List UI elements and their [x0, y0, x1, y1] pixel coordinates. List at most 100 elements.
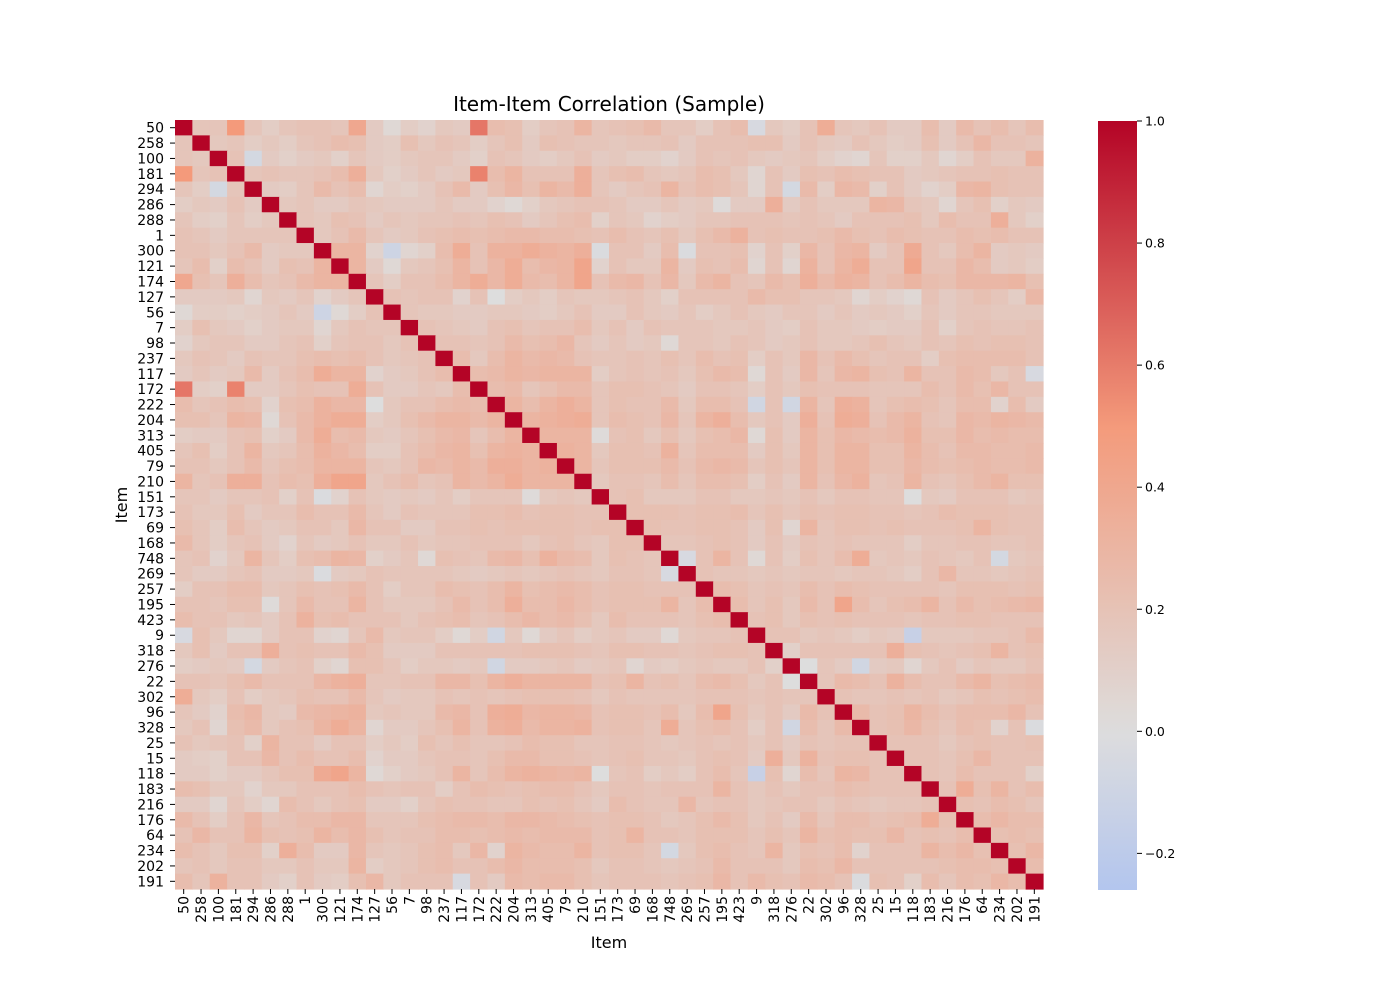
heatmap-cell: [990, 719, 1009, 736]
heatmap-cell: [365, 750, 384, 767]
heatmap-cell: [522, 704, 541, 721]
heatmap-cell: [990, 135, 1009, 152]
heatmap-cell: [348, 612, 367, 629]
heatmap-cell: [261, 150, 280, 167]
heatmap-cell: [938, 366, 957, 383]
heatmap-cell: [365, 504, 384, 521]
heatmap-cell: [799, 812, 818, 829]
heatmap-cell: [938, 243, 957, 260]
heatmap-cell: [244, 381, 263, 398]
heatmap-cell: [1008, 750, 1027, 767]
heatmap-cell: [713, 704, 732, 721]
y-tick-label: 183: [137, 782, 164, 798]
heatmap-cell: [869, 781, 888, 798]
heatmap-cell: [1008, 258, 1027, 275]
heatmap-cell: [296, 366, 315, 383]
heatmap-cell: [609, 212, 627, 229]
heatmap-cell: [556, 289, 575, 306]
heatmap-cell: [921, 581, 940, 598]
heatmap-cell: [921, 827, 940, 844]
heatmap-cell: [539, 550, 558, 567]
heatmap-cell: [938, 504, 957, 521]
heatmap-cell: [765, 227, 784, 244]
heatmap-cell: [990, 704, 1009, 721]
heatmap-cell: [418, 658, 436, 675]
heatmap-cell: [747, 135, 766, 152]
heatmap-cell: [435, 396, 454, 413]
heatmap-cell: [938, 120, 957, 136]
heatmap-cell: [227, 704, 246, 721]
heatmap-cell: [539, 120, 558, 136]
heatmap-cell: [921, 227, 940, 244]
heatmap-cell: [1008, 166, 1027, 183]
heatmap-cell: [661, 473, 680, 490]
heatmap-cell: [782, 566, 801, 582]
heatmap-cell: [730, 566, 749, 582]
heatmap-cell: [209, 550, 228, 567]
heatmap-cell: [400, 350, 419, 367]
heatmap-cell: [921, 350, 940, 367]
heatmap-cell: [817, 427, 836, 444]
x-tick-label: 318: [767, 896, 783, 923]
heatmap-cell: [574, 473, 593, 490]
x-tick-label: 176: [958, 896, 974, 923]
heatmap-cell: [244, 227, 263, 244]
heatmap-cell: [452, 765, 471, 782]
heatmap-cell: [452, 181, 471, 198]
heatmap-cell: [452, 535, 471, 552]
heatmap-cell: [383, 535, 402, 552]
heatmap-cell: [609, 596, 627, 613]
heatmap-cell: [695, 427, 714, 444]
heatmap-cell: [834, 781, 853, 798]
heatmap-cell: [192, 596, 211, 613]
heatmap-cell: [209, 873, 228, 890]
heatmap-cell: [556, 627, 575, 644]
heatmap-cell: [192, 504, 211, 521]
heatmap-cell: [869, 858, 888, 875]
heatmap-cell: [1025, 135, 1044, 152]
heatmap-cell: [904, 166, 923, 183]
heatmap-cell: [487, 812, 506, 829]
heatmap-cell: [435, 827, 454, 844]
heatmap-cell: [383, 212, 402, 229]
heatmap-cell: [244, 243, 263, 260]
heatmap-cell: [365, 627, 384, 644]
heatmap-cell: [747, 212, 766, 229]
heatmap-cell: [365, 873, 384, 890]
heatmap-cell: [539, 858, 558, 875]
heatmap-cell: [765, 596, 784, 613]
heatmap-cell: [990, 350, 1009, 367]
heatmap-cell: [730, 873, 749, 890]
heatmap-cell: [261, 535, 280, 552]
y-tick-label: 191: [137, 874, 164, 890]
heatmap-cell: [852, 366, 870, 383]
heatmap-cell: [678, 289, 697, 306]
heatmap-cell: [643, 827, 662, 844]
heatmap-cell: [383, 704, 402, 721]
heatmap-cell: [400, 412, 419, 429]
heatmap-cell: [782, 196, 801, 213]
heatmap-cell: [331, 535, 350, 552]
heatmap-cell: [973, 473, 992, 490]
y-tick-label: 9: [155, 628, 164, 644]
heatmap-cell: [487, 319, 506, 336]
heatmap-cell: [782, 258, 801, 275]
heatmap-cell: [834, 704, 853, 721]
heatmap-cell: [661, 227, 680, 244]
heatmap-cell: [886, 750, 905, 767]
heatmap-cell: [348, 258, 367, 275]
heatmap-cell: [799, 489, 818, 506]
heatmap-cell: [365, 227, 384, 244]
heatmap-cell: [834, 873, 853, 890]
heatmap-cell: [817, 243, 836, 260]
heatmap-cell: [244, 842, 263, 859]
heatmap-cell: [296, 535, 315, 552]
heatmap-cell: [487, 227, 506, 244]
heatmap-cell: [713, 781, 732, 798]
heatmap-cell: [452, 689, 471, 706]
heatmap-cell: [609, 673, 627, 690]
heatmap-cell: [904, 412, 923, 429]
heatmap-cell: [678, 458, 697, 475]
heatmap-cell: [400, 627, 419, 644]
heatmap-cell: [435, 781, 454, 798]
